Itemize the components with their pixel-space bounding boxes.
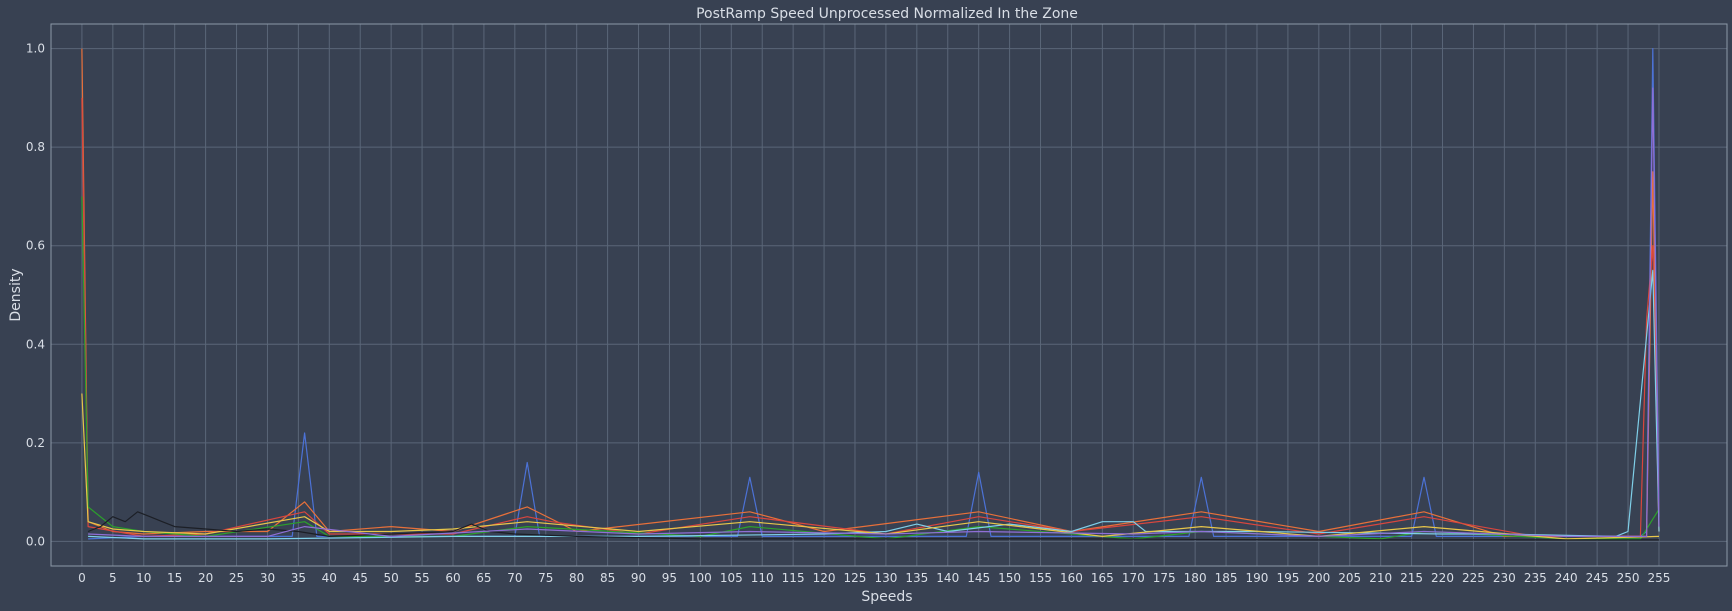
x-tick-label: 5: [109, 571, 117, 585]
y-axis-ticks: 0.0 0.2 0.4 0.6 0.8 1.0: [26, 42, 45, 549]
y-tick-label: 0.2: [26, 436, 45, 450]
x-tick-label: 45: [353, 571, 368, 585]
x-tick-label: 170: [1122, 571, 1145, 585]
x-tick-label: 210: [1369, 571, 1392, 585]
x-tick-label: 255: [1648, 571, 1671, 585]
x-tick-label: 190: [1246, 571, 1269, 585]
y-axis-label: Density: [8, 268, 24, 321]
y-tick-label: 0.8: [26, 140, 45, 154]
series-line-1: [88, 47, 1660, 540]
x-tick-label: 115: [782, 571, 805, 585]
x-tick-label: 160: [1060, 571, 1083, 585]
x-tick-label: 240: [1555, 571, 1578, 585]
x-tick-label: 220: [1431, 571, 1454, 585]
x-axis-label: Speeds: [861, 589, 912, 605]
x-tick-label: 25: [229, 571, 244, 585]
x-tick-label: 80: [569, 571, 584, 585]
x-tick-label: 185: [1215, 571, 1238, 585]
series-line-5: [88, 269, 1660, 540]
x-tick-label: 65: [476, 571, 491, 585]
x-tick-label: 225: [1462, 571, 1485, 585]
x-axis-ticks: 0 5 10 15 20 25 30 35 40 45 50 55 60 65 70 75 80 85 90 95 10…: [78, 571, 1670, 585]
x-tick-label: 230: [1493, 571, 1516, 585]
x-tick-label: 215: [1400, 571, 1423, 585]
x-tick-label: 10: [136, 571, 151, 585]
x-tick-label: 140: [936, 571, 959, 585]
x-tick-label: 120: [813, 571, 836, 585]
x-tick-label: 245: [1586, 571, 1609, 585]
x-tick-label: 20: [198, 571, 213, 585]
y-tick-label: 0.0: [26, 534, 45, 548]
x-tick-label: 195: [1276, 571, 1299, 585]
x-tick-label: 15: [167, 571, 182, 585]
y-tick-label: 0.4: [26, 337, 45, 351]
x-tick-label: 75: [538, 571, 553, 585]
x-tick-label: 100: [689, 571, 712, 585]
x-tick-label: 0: [78, 571, 86, 585]
x-tick-label: 175: [1153, 571, 1176, 585]
x-tick-label: 155: [1029, 571, 1052, 585]
x-tick-label: 125: [844, 571, 867, 585]
x-tick-label: 95: [662, 571, 677, 585]
x-tick-label: 110: [751, 571, 774, 585]
x-tick-label: 165: [1091, 571, 1114, 585]
x-tick-label: 150: [998, 571, 1021, 585]
plot-area: [81, 47, 1660, 541]
x-tick-label: 50: [384, 571, 399, 585]
series-line-6: [81, 393, 1660, 540]
x-tick-label: 85: [600, 571, 615, 585]
x-tick-label: 70: [507, 571, 522, 585]
series-line-8: [88, 87, 1660, 538]
x-tick-label: 30: [260, 571, 275, 585]
y-tick-label: 1.0: [26, 42, 45, 56]
x-tick-label: 135: [905, 571, 928, 585]
x-tick-label: 130: [874, 571, 897, 585]
x-tick-label: 180: [1184, 571, 1207, 585]
plot-frame: [50, 23, 1728, 567]
x-tick-label: 200: [1307, 571, 1330, 585]
x-tick-label: 105: [720, 571, 743, 585]
x-tick-label: 145: [967, 571, 990, 585]
chart-title: PostRamp Speed Unprocessed Normalized In…: [696, 6, 1078, 22]
x-tick-label: 235: [1524, 571, 1547, 585]
x-tick-label: 250: [1617, 571, 1640, 585]
series-line-3: [81, 97, 1660, 538]
x-tick-label: 205: [1338, 571, 1361, 585]
x-tick-label: 90: [631, 571, 646, 585]
series-line-7: [87, 511, 1659, 541]
x-tick-label: 60: [445, 571, 460, 585]
x-tick-label: 40: [322, 571, 337, 585]
y-tick-label: 0.6: [26, 239, 45, 253]
series-line-2: [81, 48, 1660, 538]
x-tick-label: 35: [291, 571, 306, 585]
grid: [51, 24, 1727, 566]
x-tick-label: 55: [414, 571, 429, 585]
